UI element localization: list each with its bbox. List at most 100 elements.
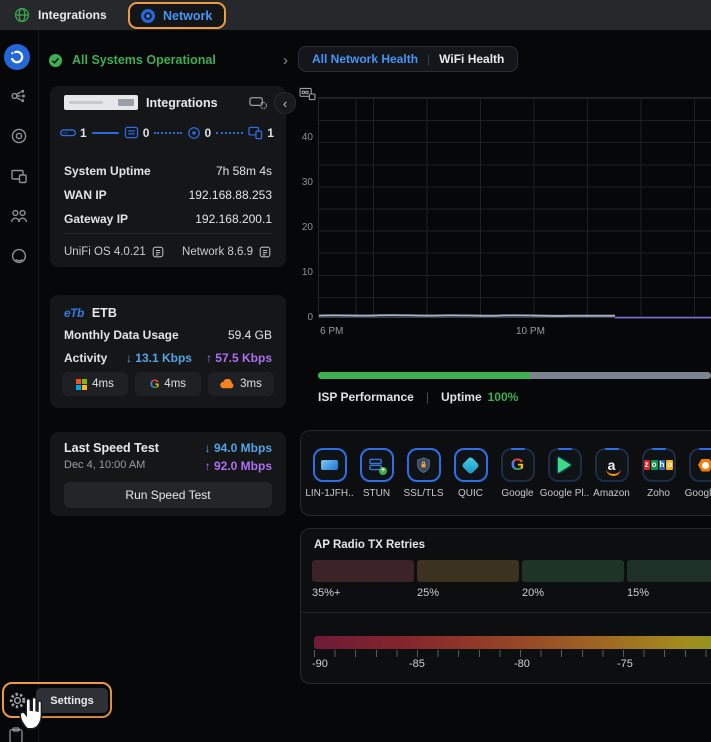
unifi-dashboard: Integrations Network [0,0,711,742]
info-row-gateway-ip: Gateway IP 192.168.200.1 [64,212,272,228]
sidebar-item-devices[interactable] [8,125,30,147]
app-chip-google[interactable]: G Google [494,448,541,499]
info-row-uptime: System Uptime 7h 58m 4s [64,164,272,180]
tx-segment-25 [417,560,519,582]
wired-connector [92,132,119,134]
speed-test-title: Last Speed Test [64,441,159,455]
tx-segment-35 [312,560,414,582]
cloudflare-latency-chip: 3ms [208,372,274,396]
app-chip-lin[interactable]: LIN-1JFH.. [306,448,353,499]
release-notes-icon[interactable] [151,245,165,259]
lin-icon [313,448,347,482]
tx-segment-label: 15% [627,587,649,599]
uptime-label: System Uptime [64,164,151,180]
x-axis-tick: 6 PM [320,326,343,337]
system-status-row[interactable]: All Systems Operational › [48,48,288,72]
laptop-phone-icon [10,167,28,185]
tab-all-network-health[interactable]: All Network Health [312,52,418,66]
usage-row: Monthly Data Usage 59.4 GB [64,328,272,342]
site-menu-label: Integrations [38,8,107,22]
unifi-logo-icon [9,49,25,65]
unifi-os-version: UniFi OS 4.0.21 [64,246,146,258]
speed-test-row2: Dec 4, 10:00 AM ↑ 92.0 Mbps [64,459,272,473]
google-latency-chip: G 4ms [135,372,201,396]
collapse-panel-button[interactable]: ‹ [274,92,296,114]
app-chip-zoho[interactable]: zoho Zoho [635,448,682,499]
health-tabs: All Network Health | WiFi Health [298,46,518,72]
etb-logo: eTb [64,306,84,320]
status-label: All Systems Operational [72,53,274,67]
sidebar-item-dashboard[interactable] [4,44,30,70]
console-title: Integrations [146,96,218,110]
rssi-tick-marks [314,650,711,657]
speed-download: ↓ 94.0 Mbps [205,441,272,455]
settings-tooltip: Settings [36,688,108,713]
network-tab-label: Network [163,9,212,23]
tab-wifi-health[interactable]: WiFi Health [439,52,504,66]
quic-icon [454,448,488,482]
device-topology-row: 1 0 0 1 [60,124,274,141]
microsoft-icon [76,379,87,390]
gateway-ip-value: 192.168.200.1 [195,212,272,228]
run-speed-test-button[interactable]: Run Speed Test [64,482,272,508]
uptime-value: 7h 58m 4s [216,164,272,180]
app-chip-google-play[interactable]: Google Pl.. [541,448,588,499]
activity-download: ↓ 13.1 Kbps [126,351,192,365]
speed-test-date: Dec 4, 10:00 AM [64,459,145,473]
sidebar-item-clients[interactable] [8,165,30,187]
rssi-tick-label: -75 [617,658,633,670]
app-chip-quic[interactable]: QUIC [447,448,494,499]
y-axis-tick: 10 [292,267,313,278]
uptime-label: Uptime [441,390,482,404]
wan-ip-label: WAN IP [64,188,107,204]
clients-count: 1 [267,126,274,140]
isp-performance-label: ISP Performance [318,390,414,404]
top-bar: Integrations Network [0,0,711,30]
isp-performance-row: ISP Performance | Uptime 100% [318,389,518,405]
app-chip-google-s[interactable]: Google S [682,448,711,499]
stun-icon: + [360,448,394,482]
chart-clients-icon [299,87,316,101]
microsoft-latency: 4ms [92,378,114,390]
uptime-bar-green [318,372,530,379]
y-axis-tick: 0 [292,312,313,323]
latency-chips-row: 4ms G 4ms 3ms [62,372,274,396]
network-tab[interactable]: Network [128,2,226,29]
network-version: Network 8.6.9 [182,246,253,258]
settings-tooltip-label: Settings [50,695,93,707]
sphere-icon [10,247,28,265]
uptime-value: 100% [488,390,519,404]
speed-test-row1: Last Speed Test ↓ 94.0 Mbps [64,441,272,455]
chevron-right-icon: › [283,53,288,68]
release-notes-icon[interactable] [258,245,272,259]
tx-retries-title: AP Radio TX Retries [314,539,425,551]
app-chip-stun[interactable]: + STUN [353,448,400,499]
activity-row: Activity ↓ 13.1 Kbps ↑ 57.5 Kbps [64,351,272,365]
sidebar-item-users[interactable] [8,205,30,227]
google-icon: G [150,377,159,391]
divider: | [426,390,429,404]
cloudflare-latency: 3ms [240,378,262,390]
globe-icon [14,7,30,23]
usage-value: 59.4 GB [228,328,272,342]
console-settings-icon[interactable] [248,93,268,113]
app-chip-amazon[interactable]: a Amazon [588,448,635,499]
sidebar-item-insights[interactable] [8,245,30,267]
cloudflare-icon [220,379,235,389]
y-axis-tick: 20 [292,222,313,233]
console-device-image [64,95,138,110]
google-play-icon [548,448,582,482]
app-chip-ssl[interactable]: SSL/TLS [400,448,447,499]
divider [64,233,272,234]
clients-icon [248,126,263,140]
speed-upload: ↑ 92.0 Mbps [205,459,272,473]
google-latency: 4ms [164,378,186,390]
google-icon: G [501,448,535,482]
microsoft-latency-chip: 4ms [62,372,128,396]
chevron-left-icon: ‹ [283,96,287,111]
sidebar-item-integrations[interactable] [8,85,30,107]
isp-name: ETB [92,306,117,320]
usage-label: Monthly Data Usage [64,328,179,342]
target-circle-icon [10,127,28,145]
info-row-wan-ip: WAN IP 192.168.88.253 [64,188,272,204]
